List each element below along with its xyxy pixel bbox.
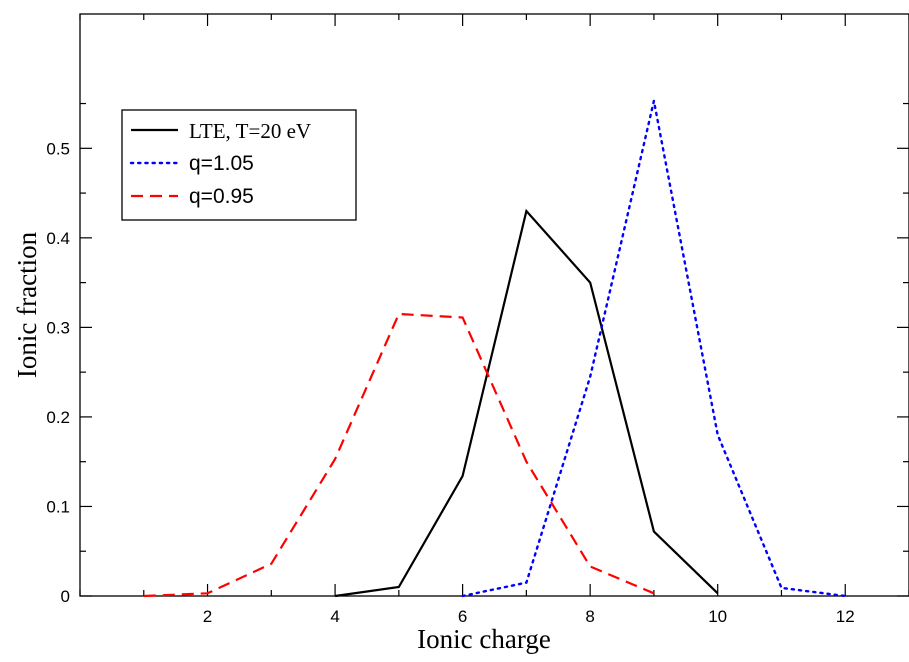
y-tick-label: 0.2 xyxy=(46,408,70,427)
y-tick-label: 0.3 xyxy=(46,318,70,337)
legend-label-lte: LTE, T=20 eV xyxy=(189,119,311,143)
plot-frame xyxy=(79,13,909,597)
x-axis-ticks: 2 4 6 8 10 12 xyxy=(79,14,909,626)
x-tick-label: 4 xyxy=(330,607,339,626)
y-tick-label: 0.1 xyxy=(46,497,70,516)
x-tick-label: 2 xyxy=(203,607,212,626)
series-line-2 xyxy=(143,312,655,598)
legend: LTE, T=20 eV q=1.05 q=0.95 xyxy=(121,109,357,221)
series-line-1 xyxy=(461,100,847,598)
series-line-0 xyxy=(334,208,719,598)
x-tick-label: 10 xyxy=(708,607,727,626)
series-layer xyxy=(143,100,847,598)
y-axis-title: Ionic fraction xyxy=(12,231,42,378)
x-tick-label: 8 xyxy=(585,607,594,626)
legend-box xyxy=(121,109,357,221)
x-tick-label: 12 xyxy=(836,607,855,626)
y-tick-label: 0.5 xyxy=(46,139,70,158)
x-tick-label: 6 xyxy=(458,607,467,626)
legend-label-q105: q=1.05 xyxy=(189,152,254,175)
legend-label-q095: q=0.95 xyxy=(189,185,254,208)
x-axis-title: Ionic charge xyxy=(417,624,551,654)
y-tick-label: 0.4 xyxy=(46,229,70,248)
y-axis-ticks: 0 0.1 0.2 0.3 0.4 0.5 xyxy=(46,102,909,606)
y-tick-label: 0 xyxy=(61,587,70,606)
